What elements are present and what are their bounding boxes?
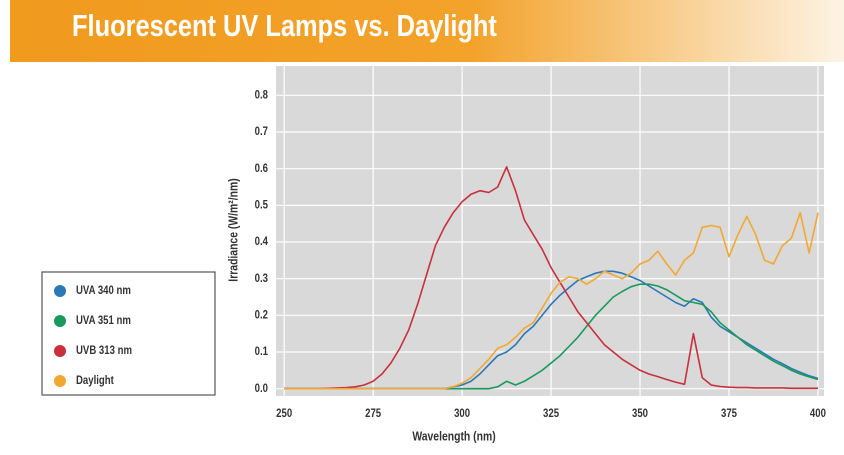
x-tick-label: 300 xyxy=(454,407,470,420)
y-tick-label: 0.4 xyxy=(255,235,268,248)
x-tick-label: 325 xyxy=(543,407,559,420)
legend-swatch xyxy=(54,345,66,357)
x-tick-label: 275 xyxy=(365,407,381,420)
plot-area xyxy=(276,66,824,396)
series-line xyxy=(284,166,818,390)
y-tick-label: 0.2 xyxy=(255,309,268,322)
legend-box xyxy=(41,271,216,396)
legend-swatch xyxy=(54,375,66,387)
x-tick-label: 250 xyxy=(276,407,292,420)
y-tick-label: 0.1 xyxy=(255,345,268,358)
y-axis-label: Irradiance (W/m²/nm) xyxy=(226,178,240,281)
y-tick-label: 0.6 xyxy=(255,162,268,175)
x-tick-label: 375 xyxy=(721,407,737,420)
x-axis-label: Wavelength (nm) xyxy=(412,429,495,443)
y-tick-label: 0.7 xyxy=(255,125,268,138)
title-banner xyxy=(10,0,844,62)
legend-swatch xyxy=(54,315,66,327)
chart-title: Fluorescent UV Lamps vs. Daylight xyxy=(72,9,497,44)
y-tick-label: 0.3 xyxy=(255,272,268,285)
legend-label: UVA 340 nm xyxy=(76,284,131,297)
y-tick-label: 0.5 xyxy=(255,199,268,212)
y-tick-label: 0.8 xyxy=(255,89,268,102)
legend-label: UVB 313 nm xyxy=(76,344,132,357)
legend-label: UVA 351 nm xyxy=(76,314,131,327)
x-tick-label: 400 xyxy=(810,407,826,420)
y-tick-label: 0.0 xyxy=(255,382,268,395)
x-tick-label: 350 xyxy=(632,407,648,420)
legend-label: Daylight xyxy=(76,374,114,387)
series-line xyxy=(284,211,819,390)
legend-swatch xyxy=(54,285,66,297)
